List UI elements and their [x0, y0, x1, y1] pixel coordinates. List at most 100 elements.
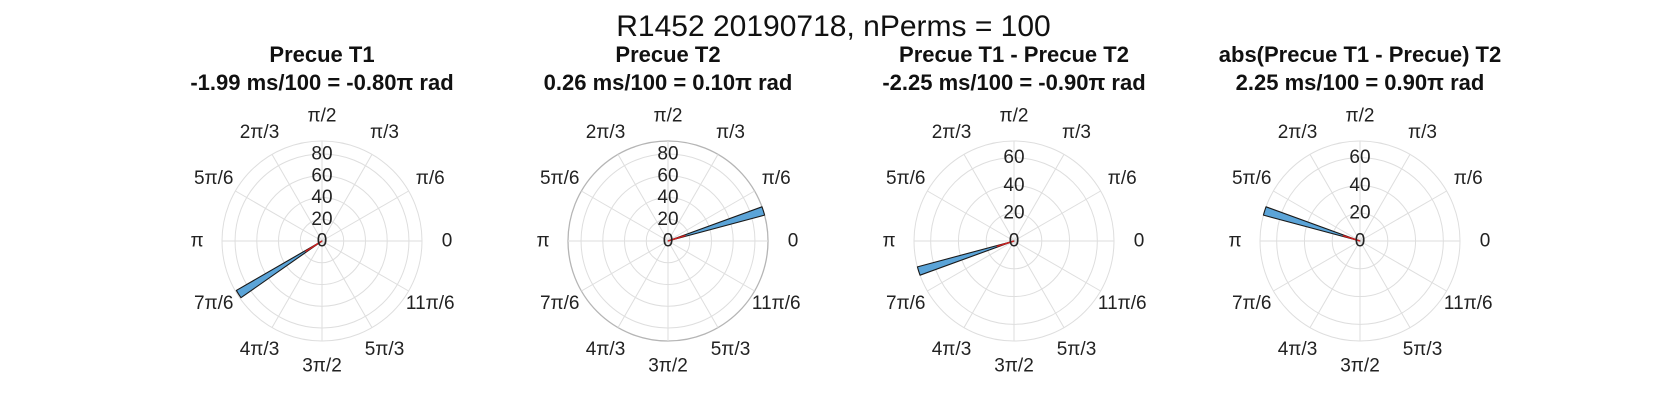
grid-spoke	[581, 240, 669, 292]
grid-spoke	[963, 154, 1015, 242]
theta-tick-label: π/3	[1062, 122, 1091, 143]
panel-title: abs(Precue T1 - Precue) T2	[1218, 42, 1502, 67]
theta-tick-label: 4π/3	[240, 339, 280, 360]
theta-tick-label: 4π/3	[1278, 339, 1318, 360]
radial-tick-label: 20	[1003, 203, 1024, 224]
theta-tick-label: π	[190, 231, 203, 252]
theta-tick-label: 5π/3	[1403, 339, 1443, 360]
radial-tick-label: 40	[657, 187, 678, 208]
polar-plot: 0 π/6 π/3 π/2 2π/3 5π/6 π 7π/6 4π/3 3π/2 5π/3 11π/6…	[1228, 106, 1493, 377]
polar-plot: 0 π/6 π/3 π/2 2π/3 5π/6 π 7π/6 4π/3 3π/2 5π/3 11π/6…	[536, 106, 800, 377]
panel-title: Precue T1 - Precue T2	[899, 42, 1129, 67]
theta-tick-label: 3π/2	[994, 356, 1034, 377]
figure-title: R1452 20190718, nPerms = 100	[616, 10, 1051, 43]
radial-tick-label: 40	[1349, 175, 1370, 196]
theta-tick-label: π/2	[1346, 106, 1375, 127]
grid-spoke	[1013, 240, 1065, 328]
grid-spoke	[667, 240, 755, 292]
theta-tick-label: 0	[1134, 231, 1145, 252]
grid-spoke	[667, 240, 719, 328]
radial-tick-label: 80	[657, 144, 678, 165]
theta-tick-label: 7π/6	[1232, 293, 1272, 314]
theta-tick-label: π/6	[1108, 168, 1137, 189]
polar-panel-4: abs(Precue T1 - Precue) T2 2.25 ms/100 =…	[1210, 0, 1510, 417]
grid-spoke	[321, 240, 409, 292]
theta-tick-label: π/6	[762, 168, 791, 189]
theta-tick-label: 5π/3	[1057, 339, 1097, 360]
theta-tick-label: 7π/6	[194, 293, 234, 314]
theta-tick-label: 2π/3	[240, 122, 280, 143]
theta-tick-label: π/2	[654, 106, 683, 127]
theta-tick-label: 2π/3	[932, 122, 972, 143]
theta-tick-label: 11π/6	[1098, 293, 1147, 314]
theta-tick-label: π/2	[1000, 106, 1029, 127]
polar-panel-3: Precue T1 - Precue T2 -2.25 ms/100 = -0.…	[864, 0, 1164, 417]
polar-panel-1: Precue T1 -1.99 ms/100 = -0.80π rad 0 π/6…	[172, 0, 472, 417]
polar-panel-2: Precue T2 0.26 ms/100 = 0.10π rad 0 π/6 π/…	[518, 0, 818, 417]
mean-vector-line	[996, 240, 1015, 248]
theta-tick-label: 3π/2	[648, 356, 688, 377]
polar-plot: 0 π/6 π/3 π/2 2π/3 5π/6 π 7π/6 4π/3 3π/2 5π/3 11π/6…	[882, 106, 1147, 377]
radial-tick-label: 60	[311, 165, 332, 186]
theta-tick-label: 3π/2	[1340, 356, 1380, 377]
theta-tick-label: 5π/6	[1232, 168, 1272, 189]
radial-tick-label: 20	[1349, 203, 1370, 224]
grid-spoke	[927, 240, 1015, 292]
radial-tick-label: 20	[657, 209, 678, 230]
theta-tick-label: 11π/6	[1444, 293, 1493, 314]
grid-spoke	[271, 154, 323, 242]
grid-spoke	[321, 190, 409, 242]
theta-tick-label: 2π/3	[1278, 122, 1318, 143]
theta-tick-label: 4π/3	[932, 339, 972, 360]
histogram-bar	[1262, 206, 1361, 242]
radial-tick-label: 0	[317, 231, 328, 252]
grid-spoke	[1273, 240, 1361, 292]
grid-spoke	[667, 154, 719, 242]
mean-vector-line	[1342, 234, 1361, 242]
grid-spoke	[617, 154, 669, 242]
panel-subtitle: 0.26 ms/100 = 0.10π rad	[543, 70, 793, 95]
panel-title: Precue T1	[269, 42, 375, 67]
panel-subtitle: -2.25 ms/100 = -0.90π rad	[882, 70, 1146, 95]
grid-spoke	[1359, 154, 1411, 242]
radial-tick-label: 20	[311, 209, 332, 230]
theta-tick-label: π/6	[1454, 168, 1483, 189]
theta-tick-label: 4π/3	[586, 339, 626, 360]
theta-tick-label: 2π/3	[586, 122, 626, 143]
theta-tick-label: π/2	[308, 106, 337, 127]
grid-spoke	[1309, 240, 1361, 328]
mean-vector-line	[667, 234, 686, 242]
grid-spoke	[927, 190, 1015, 242]
grid-spoke	[581, 190, 669, 242]
theta-tick-label: π	[1228, 231, 1241, 252]
theta-tick-label: 3π/2	[302, 356, 342, 377]
theta-tick-label: π/6	[416, 168, 445, 189]
grid-spoke	[271, 240, 323, 328]
panel-subtitle: -1.99 ms/100 = -0.80π rad	[190, 70, 454, 95]
theta-tick-label: π/3	[370, 122, 399, 143]
grid-spoke	[617, 240, 669, 328]
radial-tick-label: 60	[1003, 147, 1024, 168]
panel-title: Precue T2	[615, 42, 721, 67]
grid-spoke	[1013, 190, 1101, 242]
theta-tick-label: π	[536, 231, 549, 252]
grid-spoke	[1013, 154, 1065, 242]
histogram-bar	[667, 206, 766, 242]
grid-spoke	[235, 190, 323, 242]
theta-tick-label: 5π/6	[194, 168, 234, 189]
radial-tick-label: 0	[1355, 231, 1366, 252]
theta-tick-label: 7π/6	[886, 293, 926, 314]
grid-spoke	[1273, 190, 1361, 242]
theta-tick-label: 5π/3	[711, 339, 751, 360]
theta-tick-label: 5π/6	[540, 168, 580, 189]
theta-tick-label: π	[882, 231, 895, 252]
mean-vector-line	[305, 240, 323, 253]
grid-spoke	[1013, 240, 1101, 292]
theta-tick-label: 11π/6	[406, 293, 455, 314]
histogram-bar	[916, 240, 1015, 276]
theta-tick-label: 7π/6	[540, 293, 580, 314]
theta-tick-label: 0	[442, 231, 453, 252]
polar-plot: 0 π/6 π/3 π/2 2π/3 5π/6 π 7π/6 4π/3 3π/2 5π/3 11π/6…	[190, 106, 455, 377]
grid-spoke	[667, 190, 755, 242]
theta-tick-label: π/3	[1408, 122, 1437, 143]
